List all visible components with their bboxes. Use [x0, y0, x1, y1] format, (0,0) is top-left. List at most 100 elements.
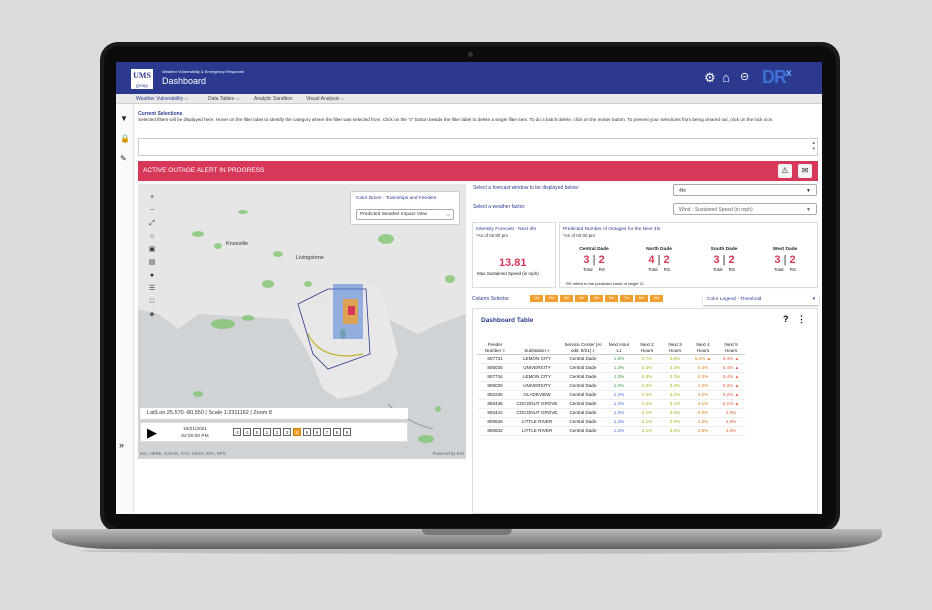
- column-chip[interactable]: 9hr: [650, 295, 663, 302]
- layers-icon[interactable]: ◈: [149, 311, 155, 318]
- table-header[interactable]: Next 5 Hours: [717, 341, 745, 355]
- time-step[interactable]: 3: [283, 428, 291, 436]
- time-step[interactable]: 5: [303, 428, 311, 436]
- table-row[interactable]: 807734 LEMON CITY Central Dade 1.3% 2.3% 3.3%…: [477, 372, 745, 382]
- column-chip[interactable]: 5hr: [590, 295, 603, 302]
- table-row[interactable]: 800638 LITTLE RIVER Central Dade 1.2% 2.1% 3.…: [477, 417, 745, 427]
- table-row[interactable]: 805036 UNIVERSITY Central Dade 1.3% 2.3% 3.2%…: [477, 381, 745, 391]
- bookmark-icon[interactable]: ▣: [148, 246, 156, 253]
- zoom-in-icon[interactable]: +: [149, 194, 155, 201]
- warning-icon[interactable]: ⚠: [778, 164, 792, 178]
- time-step[interactable]: 2: [273, 428, 281, 436]
- time-step[interactable]: 7: [323, 428, 331, 436]
- column-chip[interactable]: 4hr: [575, 295, 588, 302]
- play-icon[interactable]: ▶: [147, 425, 157, 440]
- time-step[interactable]: 8: [333, 428, 341, 436]
- table-cell: 800442: [477, 408, 513, 418]
- mail-icon[interactable]: ✉: [798, 164, 812, 178]
- table-cell: 800436: [477, 399, 513, 409]
- more-menu-icon[interactable]: ⋮: [797, 314, 806, 324]
- search-icon[interactable]: ⌕: [545, 347, 550, 353]
- zoom-out-icon[interactable]: −: [149, 207, 155, 214]
- table-cell: 4.4%: [689, 363, 717, 373]
- table-header[interactable]: Feeder Number ⌕: [477, 341, 513, 355]
- table-cell: 4.2%: [689, 390, 717, 400]
- table-cell: UNIVERSITY: [513, 363, 561, 373]
- column-chip[interactable]: 6hr: [605, 295, 618, 302]
- region-west-dade: West Dade 3 | 2 Total RS: [772, 247, 798, 272]
- table-row[interactable]: 807731 LEMON CITY Central Dade 1.5% 2.7% 3.8%…: [477, 354, 745, 364]
- time-step[interactable]: 0: [253, 428, 261, 436]
- dashboard-table-title: Dashboard Table: [481, 317, 534, 324]
- column-chip[interactable]: 8hr: [635, 295, 648, 302]
- table-header[interactable]: Next 2 Hours: [633, 341, 661, 355]
- info-icon[interactable]: ●: [149, 272, 155, 279]
- table-header[interactable]: Substation ⌕: [513, 341, 561, 355]
- lock-icon[interactable]: 🔒: [120, 134, 130, 143]
- time-step[interactable]: 6: [313, 428, 321, 436]
- table-cell: 4.1%: [689, 399, 717, 409]
- table-cell: 5.2% ▲: [717, 390, 745, 400]
- filter-box[interactable]: ▴ ▾: [138, 138, 818, 156]
- table-cell: 802235: [477, 390, 513, 400]
- table-cell: 4.9%: [717, 408, 745, 418]
- dropdown-arrow-icon: ▾: [812, 297, 815, 302]
- list-icon[interactable]: ☰: [148, 285, 156, 292]
- search-icon[interactable]: ⌕: [501, 347, 506, 353]
- app-header: UMS group Weather Vulnerability & Emergen…: [116, 62, 822, 94]
- search-icon[interactable]: ⌕: [591, 347, 596, 353]
- intensity-title: Intensity Forecast - Next 4hr: [476, 227, 537, 232]
- logout-icon[interactable]: ⊝: [740, 71, 750, 83]
- forecast-window-select[interactable]: 4hr ▼: [673, 184, 817, 196]
- home-icon[interactable]: ⌂: [722, 70, 730, 85]
- table-row[interactable]: 800442 COCONUT GROVE Central Dade 1.2% 2.1% 3…: [477, 408, 745, 418]
- settings-gear-icon[interactable]: ⚙: [704, 70, 716, 85]
- latlon-readout: Lat/Lon 25.570 -80.550 | Scale 1:2311162…: [140, 408, 408, 419]
- column-chip[interactable]: 2hr: [545, 295, 558, 302]
- table-row[interactable]: 800436 COCONUT GROVE Central Dade 1.2% 2.2% 3…: [477, 399, 745, 409]
- table-cell: Central Dade: [561, 354, 605, 364]
- color-driver-select[interactable]: Predicted Weather Impact View ⌵: [356, 209, 454, 220]
- fullscreen-icon[interactable]: ⤢: [149, 220, 155, 227]
- time-step[interactable]: -1: [243, 428, 251, 436]
- menu-data-tables[interactable]: Data Tables ⌵: [208, 96, 240, 102]
- table-cell: 800638: [477, 417, 513, 427]
- select-icon[interactable]: □: [149, 298, 155, 305]
- table-cell: Central Dade: [561, 372, 605, 382]
- table-row[interactable]: 800632 LITTLE RIVER Central Dade 1.2% 2.1% 3.…: [477, 426, 745, 436]
- filter-icon[interactable]: ▼: [120, 114, 128, 123]
- time-step[interactable]: -2: [233, 428, 241, 436]
- table-cell: 5.4% ▲: [717, 372, 745, 382]
- predicted-asof: *As of 02:00 pm: [563, 233, 596, 238]
- expand-sidebar-icon[interactable]: »: [119, 440, 125, 450]
- time-step[interactable]: 9: [343, 428, 351, 436]
- weather-factor-select[interactable]: Wind - Sustained Speed (in mph) ▼: [673, 203, 817, 215]
- color-legend-dropdown[interactable]: Color Legend - Threshold ▾: [703, 295, 819, 305]
- column-chip[interactable]: 7hr: [620, 295, 633, 302]
- table-row[interactable]: 802235 GLADEVIEW Central Dade 1.2% 2.2% 3.2% 4…: [477, 390, 745, 400]
- table-cell: Central Dade: [561, 417, 605, 427]
- camera-dot: [468, 52, 473, 57]
- table-row[interactable]: 805035 UNIVERSITY Central Dade 1.3% 2.3% 3.3%…: [477, 363, 745, 373]
- table-header[interactable]: Next 3 Hours: [661, 341, 689, 355]
- menu-analytic-sandbox[interactable]: Analytic Sandbox: [254, 96, 293, 102]
- column-chip[interactable]: 3hr: [560, 295, 573, 302]
- table-cell: 1.2%: [605, 417, 633, 427]
- table-cell: 3.9%: [689, 426, 717, 436]
- time-step[interactable]: 4: [293, 428, 301, 436]
- menu-visual-analysis[interactable]: Visual Analysis ⌵: [306, 96, 345, 102]
- help-icon[interactable]: ?: [783, 314, 789, 324]
- column-chip[interactable]: 1hr: [530, 295, 543, 302]
- alert-text: ACTIVE OUTAGE ALERT IN PROGRESS: [143, 167, 265, 174]
- table-header[interactable]: Next 4 Hours: [689, 341, 717, 355]
- map-home-icon[interactable]: ⌂: [149, 233, 155, 240]
- table-cell: Central Dade: [561, 390, 605, 400]
- scroll-arrows-icon[interactable]: ▴ ▾: [812, 140, 815, 152]
- table-header[interactable]: Next Hour L1: [605, 341, 633, 355]
- menu-weather-vulnerability[interactable]: Weather Vulnerability ⌵: [136, 96, 189, 102]
- table-header[interactable]: Service Center [AI edit. 9/21] ⌕: [561, 341, 605, 355]
- basemap-icon[interactable]: ▤: [148, 259, 156, 266]
- map-view[interactable]: + − ⤢ ⌂ ▣ ▤ ● ☰ □ ◈ Knoxville Livingston…: [138, 184, 466, 459]
- time-step[interactable]: 1: [263, 428, 271, 436]
- eraser-icon[interactable]: ✎: [120, 154, 127, 163]
